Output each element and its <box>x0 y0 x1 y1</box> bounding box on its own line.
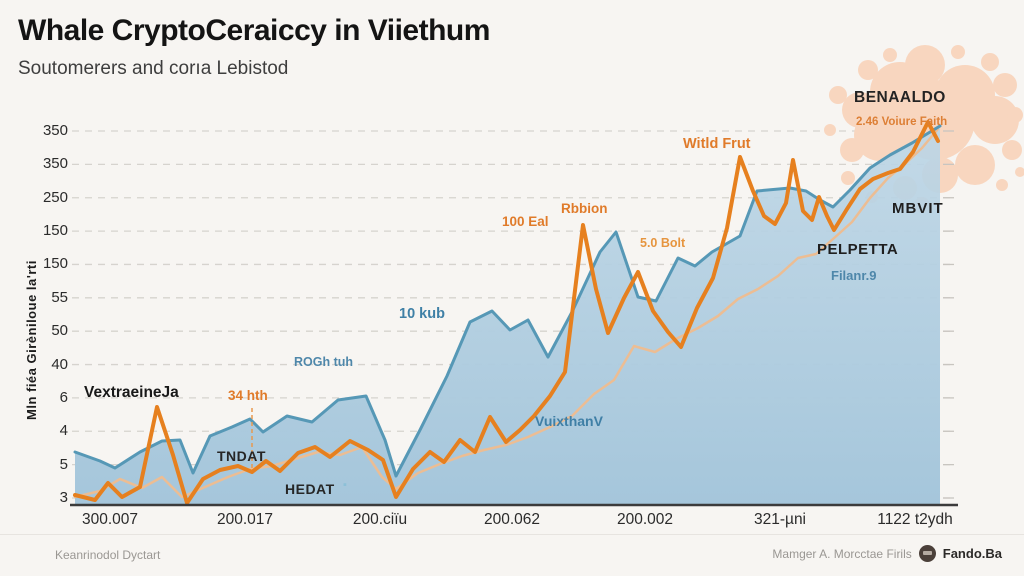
y-tick-label: 6 <box>59 388 68 406</box>
y-tick-label: 350 <box>42 155 68 173</box>
footer-divider <box>0 534 1024 535</box>
chart-annotation: PELPETTA <box>817 241 899 258</box>
splatter-shape <box>824 124 836 136</box>
y-tick-label: 350 <box>42 122 68 139</box>
splatter-shape <box>993 73 1017 97</box>
splatter-shape <box>883 48 897 62</box>
chart-annotation: MBVIT <box>892 200 944 217</box>
chart-annotation: Filanr.9 <box>831 268 877 283</box>
chart-annotation: 5.0 Bolt <box>640 236 686 250</box>
y-tick-label: 4 <box>59 422 68 440</box>
y-tick-label: 3 <box>59 489 68 506</box>
x-tick-label: 200.017 <box>216 511 274 528</box>
page-title: Whale CryptoCeraiccy in Viiethum <box>18 14 490 47</box>
footer-source-text: Keanrinodol Dyctart <box>55 548 161 562</box>
splatter-shape <box>951 45 965 59</box>
y-tick-label: 250 <box>42 188 68 206</box>
splatter-shape <box>829 86 847 104</box>
splatter-shape <box>971 96 1019 144</box>
splatter-shape <box>841 171 855 185</box>
y-tick-label: 40 <box>51 355 68 373</box>
x-tick-label: 321-µni <box>753 511 807 528</box>
splatter-shape <box>1002 140 1022 160</box>
chart-annotation: 100 Eal <box>502 214 549 229</box>
x-tick-label: 300.007 <box>81 511 139 528</box>
chart-annotation: 34 hth <box>228 388 268 403</box>
chart-annotation: HEDAT <box>285 481 335 497</box>
chart-annotation: BENAALDO <box>854 89 946 106</box>
chart-annotation: 10 kub <box>399 306 445 322</box>
x-tick-label: 200.002 <box>616 511 674 528</box>
footer-credit-group: Mamger A. Morcctae Firils Fando.Ba <box>772 545 1002 562</box>
y-tick-label: 5 <box>59 455 68 473</box>
splatter-shape <box>858 60 878 80</box>
splatter-shape <box>955 145 995 185</box>
splatter-shape <box>842 92 878 128</box>
y-tick-label: 150 <box>42 222 68 240</box>
chart-annotation: TNDAT <box>217 448 266 464</box>
chart-annotation: ROGh tuh <box>294 355 354 369</box>
x-tick-label: 200.ciïu <box>352 511 408 528</box>
splatter-shape <box>840 138 864 162</box>
pale-orange-series-line <box>73 127 940 499</box>
blue-area-fill <box>75 126 940 505</box>
page-subtitle: Soutomerers and corıa Lebistod <box>18 58 289 79</box>
chart-annotation: Rbbion <box>561 201 608 216</box>
y-tick-label: 50 <box>51 322 68 340</box>
splatter-shape <box>905 45 945 85</box>
splatter-shape <box>981 53 999 71</box>
chart-annotation: VuixthanV <box>535 413 603 429</box>
chart-annotation: Witld Frut <box>683 136 751 152</box>
splatter-shape <box>1007 107 1023 123</box>
y-tick-label: 150 <box>42 255 68 273</box>
fando-logo-icon <box>918 545 936 562</box>
brand-name: Fando.Ba <box>942 546 1002 561</box>
x-tick-label: 1122 t2ydh <box>877 511 953 528</box>
y-tick-label: 55 <box>51 288 68 306</box>
chart-annotation: 2.46 Voiure Faith <box>856 116 948 128</box>
x-tick-label: 200.062 <box>483 511 541 528</box>
blue-area-series-line <box>73 124 942 478</box>
splatter-shape <box>996 179 1008 191</box>
splatter-shape <box>1015 167 1024 177</box>
chart-annotation: ▪ <box>343 479 347 491</box>
chart-annotation: VextraeineJa <box>84 384 179 401</box>
orange-main-series-line <box>73 120 940 505</box>
footer-author-text: Mamger A. Morcctae Firils <box>772 546 912 561</box>
